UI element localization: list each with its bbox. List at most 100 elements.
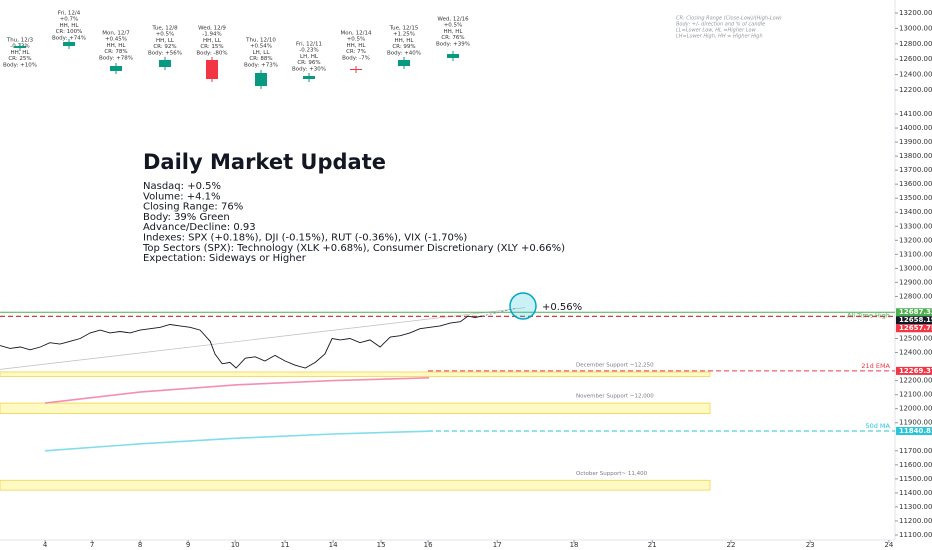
y-tick-label: 11400.00 [899, 489, 932, 497]
mini-candle [303, 76, 315, 79]
daily-label-line: Body: +56% [148, 50, 182, 56]
daily-label-line: +0.5% [444, 23, 463, 29]
price-label: 11840.81 [899, 427, 932, 435]
daily-label-line: CR: 100% [56, 29, 83, 35]
daily-label-line: +0.5% [347, 37, 366, 43]
title: Daily Market Update [143, 150, 386, 174]
x-tick-label: 8 [138, 541, 142, 549]
daily-label-line: CR: 15% [200, 44, 223, 50]
y-tick-label: 11100.00 [899, 531, 932, 539]
price-label: 12657.75 [899, 324, 932, 332]
daily-label-line: Tue, 12/15 [389, 26, 419, 32]
mini-candle [159, 60, 171, 67]
y-tick-label: 12500.00 [899, 335, 932, 343]
mini-candle [350, 69, 362, 70]
note-line: Indexes: SPX (+0.18%), DJI (-0.15%), RUT… [143, 233, 467, 244]
y2-tick-label: 13200.00 [899, 9, 932, 17]
legend-note: Body: +/- direction and % of candle [676, 22, 765, 28]
legend-note: LL=Lower Low, HL =Higher Low [676, 28, 757, 34]
projection-label: +0.56% [542, 302, 582, 313]
daily-label-line: Thu, 12/10 [245, 38, 276, 44]
x-tick-label: 7 [90, 541, 94, 549]
daily-label-line: HH, HL [107, 43, 127, 49]
note-line: Body: 39% Green [143, 212, 230, 223]
mini-candle [110, 66, 122, 71]
daily-label-line: Wed, 12/16 [437, 17, 469, 23]
y-tick-label: 13000.00 [899, 264, 932, 272]
legend-note: CR: Closing Range (Close-Low)/(High-Low) [676, 16, 782, 22]
y-tick-label: 13900.00 [899, 138, 932, 146]
daily-label-line: Mon, 12/7 [102, 31, 130, 37]
daily-label-line: Body: +39% [436, 41, 470, 47]
daily-label-line: CR: 88% [249, 56, 272, 62]
daily-label-line: +0.45% [105, 37, 127, 43]
y-tick-label: 13800.00 [899, 152, 932, 160]
daily-label-line: Wed, 12/9 [198, 26, 226, 32]
y-tick-label: 12400.00 [899, 349, 932, 357]
y2-tick-label: 12400.00 [899, 71, 932, 79]
note-line: Advance/Decline: 0.93 [143, 222, 256, 233]
daily-label-line: Mon, 12/14 [341, 31, 372, 37]
y-tick-label: 13500.00 [899, 194, 932, 202]
daily-label-line: Fri, 12/4 [58, 11, 81, 17]
y-tick-label: 13200.00 [899, 236, 932, 244]
x-tick-label: 9 [186, 541, 190, 549]
daily-label-line: CR: 99% [392, 44, 415, 50]
daily-label-line: HH, HL [395, 38, 415, 44]
note-line: Nasdaq: +0.5% [143, 181, 221, 192]
y-tick-label: 12100.00 [899, 391, 932, 399]
x-tick-label: 24 [884, 541, 893, 549]
y2-tick-label: 12600.00 [899, 55, 932, 63]
daily-label-line: HH, HL [347, 43, 367, 49]
y-tick-label: 11500.00 [899, 475, 932, 483]
y-tick-label: 11900.00 [899, 419, 932, 427]
daily-label-line: +1.25% [393, 32, 415, 38]
daily-label-line: Body: -80% [196, 50, 227, 56]
support-zone [0, 371, 711, 377]
zone-label: December Support ~12,250 [576, 362, 654, 368]
mini-candle [14, 46, 26, 48]
daily-label-line: CR: 96% [297, 60, 320, 66]
daily-label-line: Body: -7% [342, 55, 370, 61]
y-tick-label: 13700.00 [899, 166, 932, 174]
y-tick-label: 14000.00 [899, 124, 932, 132]
x-tick-label: 15 [377, 541, 386, 549]
price-label-box [896, 366, 932, 375]
legend-note: LH=Lower High, HH = Higher High [676, 34, 763, 40]
price-label-box [896, 316, 932, 325]
daily-label-line: +0.54% [250, 44, 272, 50]
daily-label-line: Body: +40% [387, 50, 421, 56]
y-tick-label: 13600.00 [899, 180, 932, 188]
mini-candle [398, 60, 410, 66]
daily-label-line: CR: 76% [441, 35, 464, 41]
average-line [45, 377, 430, 404]
trendline [0, 307, 526, 370]
level-name: 50d MA [865, 422, 890, 430]
mini-candle [63, 42, 75, 46]
y-tick-label: 13100.00 [899, 250, 932, 258]
daily-label-line: HH, HL [11, 50, 31, 56]
y-tick-label: 12000.00 [899, 405, 932, 413]
level-name: 21d EMA [861, 362, 890, 370]
y-tick-label: 12900.00 [899, 278, 932, 286]
daily-label-line: HH, HL [444, 29, 464, 35]
daily-label-line: Body: +10% [3, 62, 37, 68]
x-tick-label: 4 [43, 541, 48, 549]
daily-label-line: +0.5% [156, 32, 175, 38]
y-tick-label: 11600.00 [899, 461, 932, 469]
daily-label-line: LH, LL [253, 50, 271, 56]
price-label-box [896, 308, 932, 317]
y-tick-label: 11200.00 [899, 517, 932, 525]
level-name: All Time High [847, 312, 890, 320]
daily-label-line: -1.94% [202, 32, 221, 38]
mini-candle [447, 54, 459, 58]
daily-label-line: CR: 25% [8, 56, 31, 62]
daily-label-line: HH, LL [203, 38, 222, 44]
note-line: Expectation: Sideways or Higher [143, 253, 307, 264]
y-tick-label: 12200.00 [899, 377, 932, 385]
x-tick-label: 16 [424, 541, 433, 549]
support-zone [0, 402, 711, 415]
y-tick-label: 13300.00 [899, 222, 932, 230]
daily-label-line: Tue, 12/8 [151, 26, 178, 32]
